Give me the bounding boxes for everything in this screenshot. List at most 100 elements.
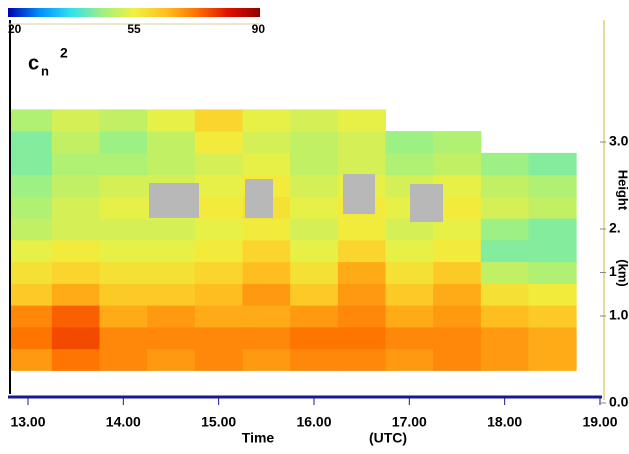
heatmap-cell: [99, 174, 148, 197]
heatmap-cell: [51, 326, 100, 350]
heatmap-cell: [99, 239, 148, 263]
heatmap-cell: [99, 218, 148, 241]
heatmap-cell: [337, 239, 386, 263]
heatmap-cell: [242, 305, 291, 328]
colorbar: [8, 8, 260, 17]
x-tick-label: 18.00: [487, 414, 522, 430]
heatmap-cell: [194, 305, 243, 328]
colorbar-tick-label: 20: [8, 22, 22, 36]
heatmap-cell: [480, 239, 529, 263]
heatmap-cell: [11, 109, 53, 132]
title-subscript: n: [41, 63, 49, 78]
heatmap-cell: [480, 196, 529, 219]
heatmap-cell: [337, 261, 386, 284]
heatmap-cell: [147, 239, 196, 263]
heatmap-cell: [194, 174, 243, 197]
heatmap-cell: [51, 152, 100, 176]
heatmap-cell: [99, 261, 148, 284]
heatmap-cell: [242, 131, 291, 154]
heatmap-cell: [290, 348, 339, 371]
heatmap-cell: [11, 261, 53, 284]
heatmap-cells: [11, 109, 577, 371]
heatmap-cell: [51, 196, 100, 219]
heatmap-cell: [337, 218, 386, 241]
heatmap-cell: [194, 196, 243, 219]
heatmap-cell: [194, 348, 243, 371]
heatmap-cell: [433, 283, 482, 306]
heatmap-cell: [433, 239, 482, 263]
heatmap-cell: [528, 261, 577, 284]
heatmap-cell: [147, 283, 196, 306]
colorbar-tick-label: 55: [127, 22, 141, 36]
heatmap-cell: [51, 239, 100, 263]
heatmap-cell: [194, 326, 243, 350]
heatmap-cell: [433, 305, 482, 328]
missing-block: [149, 183, 199, 218]
heatmap-cell: [99, 131, 148, 154]
heatmap-cell: [51, 218, 100, 241]
heatmap-cell: [337, 283, 386, 306]
heatmap-cell: [11, 239, 53, 263]
heatmap-cell: [290, 218, 339, 241]
heatmap-cell: [433, 261, 482, 284]
missing-block: [245, 179, 273, 218]
x-tick-label: 15.00: [201, 414, 236, 430]
x-tick-label: 14.00: [106, 414, 141, 430]
heatmap-cell: [290, 152, 339, 176]
heatmap-cell: [290, 261, 339, 284]
heatmap-cell: [11, 218, 53, 241]
heatmap-cell: [480, 218, 529, 241]
heatmap-cell: [242, 326, 291, 350]
heatmap-cell: [51, 283, 100, 306]
heatmap-cell: [11, 152, 53, 176]
heatmap-cell: [11, 326, 53, 350]
missing-blocks: [149, 174, 443, 222]
heatmap-cell: [99, 152, 148, 176]
heatmap-cell: [480, 261, 529, 284]
heatmap-cell: [51, 131, 100, 154]
colorbar-tick-label: 90: [252, 22, 266, 36]
heatmap-cell: [337, 305, 386, 328]
heatmap-cell: [11, 196, 53, 219]
heatmap-cell: [242, 152, 291, 176]
y-axis-label: Height: [616, 170, 629, 211]
heatmap-cell: [385, 261, 434, 284]
heatmap-cell: [242, 348, 291, 371]
y-tick-label: 2.: [609, 220, 621, 236]
heatmap-cell: [528, 174, 577, 197]
x-tick-label: 19.00: [582, 414, 617, 430]
heatmap-cell: [290, 283, 339, 306]
heatmap-cell: [147, 348, 196, 371]
heatmap-cell: [528, 305, 577, 328]
heatmap-cell: [385, 283, 434, 306]
heatmap-cell: [480, 348, 529, 371]
heatmap-cell: [433, 326, 482, 350]
heatmap-cell: [480, 152, 529, 176]
title-superscript: 2: [60, 45, 68, 61]
heatmap-cell: [99, 326, 148, 350]
heatmap-cell: [528, 326, 577, 350]
heatmap-cell: [385, 239, 434, 263]
heatmap-cell: [385, 326, 434, 350]
y-tick-label: 1: [609, 263, 617, 279]
x-tick-label: 13.00: [10, 414, 45, 430]
y-tick-label: 3.0: [609, 133, 629, 149]
heatmap-cell: [11, 348, 53, 371]
y-axis-unit: (km): [616, 259, 629, 286]
heatmap-cell: [528, 283, 577, 306]
heatmap-cell: [194, 152, 243, 176]
heatmap-cell: [480, 305, 529, 328]
missing-block: [343, 174, 375, 214]
heatmap-cell: [147, 109, 196, 132]
heatmap-cell: [433, 348, 482, 371]
heatmap-cell: [337, 348, 386, 371]
heatmap-cell: [385, 152, 434, 176]
heatmap-cell: [385, 218, 434, 241]
heatmap-cell: [51, 261, 100, 284]
heatmap-cell: [147, 131, 196, 154]
y-tick-label: 1.0: [609, 307, 629, 323]
heatmap-cell: [528, 152, 577, 176]
heatmap-cell: [99, 305, 148, 328]
heatmap-cell: [480, 174, 529, 197]
x-axis-label: Time: [242, 430, 275, 446]
